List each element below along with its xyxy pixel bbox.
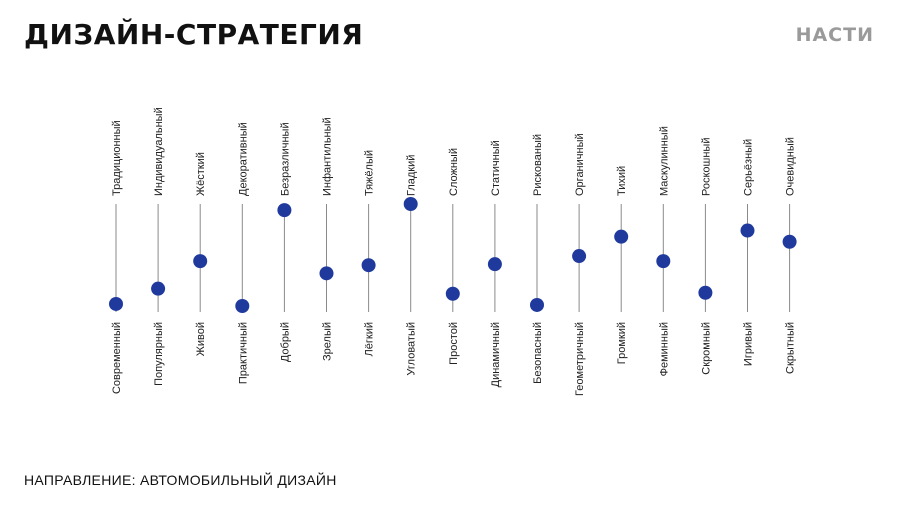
scale-marker	[151, 281, 166, 296]
scale-12: Тихий Громкий	[614, 166, 629, 364]
direction-caption: НАПРАВЛЕНИЕ: АВТОМОБИЛЬНЫЙ ДИЗАЙН	[24, 472, 337, 488]
scale-bottom-label: Добрый	[279, 322, 291, 362]
scale-marker	[403, 197, 418, 211]
scale-top-label: Тяжёлый	[364, 150, 376, 196]
scale-bottom-label: Динамичный	[490, 322, 502, 387]
scale-marker	[277, 203, 292, 218]
scale-bottom-label: Практичный	[237, 322, 249, 384]
scale-marker	[361, 258, 376, 273]
scale-marker	[109, 296, 123, 311]
scale-marker	[193, 254, 208, 269]
scale-bottom-label: Популярный	[153, 322, 165, 386]
scale-marker	[445, 286, 460, 301]
scale-1: Индивидуальный Популярный	[151, 107, 166, 386]
scale-bottom-label: Громкий	[616, 322, 628, 364]
scale-0: Традиционный Современный	[109, 120, 123, 394]
scale-top-label: Декоративный	[237, 122, 249, 196]
scale-bottom-label: Геометричный	[574, 322, 586, 396]
scale-top-label: Безразличный	[279, 122, 291, 196]
scale-top-label: Гладкий	[406, 155, 418, 196]
scale-bottom-label: Скрытный	[785, 322, 797, 374]
scale-top-label: Жёсткий	[195, 152, 207, 196]
scale-bottom-label: Лёгкий	[364, 322, 376, 356]
scale-bottom-label: Игривый	[743, 322, 755, 366]
scale-top-label: Тихий	[616, 166, 628, 196]
scale-bottom-label: Современный	[111, 322, 123, 394]
scale-top-label: Традиционный	[111, 120, 123, 196]
scale-13: Маскулинный Феминный	[656, 126, 671, 376]
scale-marker	[319, 266, 334, 281]
scale-bottom-label: Скромный	[700, 322, 712, 375]
scale-bottom-label: Угловатый	[406, 322, 418, 376]
scale-bottom-label: Простой	[448, 322, 460, 365]
scale-top-label: Сложный	[448, 148, 460, 196]
scale-top-label: Серьёзный	[743, 139, 755, 196]
scale-4: Безразличный Добрый	[277, 122, 292, 362]
scale-bottom-label: Безопасный	[532, 322, 544, 384]
scale-3: Декоративный Практичный	[235, 122, 250, 384]
scale-marker	[740, 223, 755, 238]
scale-marker	[572, 249, 587, 264]
scale-bottom-label: Живой	[195, 322, 207, 356]
scale-10: Рискованый Безопасный	[530, 134, 544, 384]
scale-5: Инфантильный Зрелый	[319, 117, 334, 361]
scale-15: Серьёзный Игривый	[740, 139, 755, 366]
scale-marker	[530, 297, 544, 312]
scale-marker	[614, 229, 629, 244]
scale-top-label: Маскулинный	[658, 126, 670, 196]
scale-16: Очевидный Скрытный	[782, 137, 797, 374]
scale-marker	[656, 254, 671, 269]
scale-bottom-label: Зрелый	[322, 322, 334, 361]
brand-logo: НАСТИ	[795, 24, 874, 46]
scale-marker	[698, 285, 713, 300]
scale-9: Статичный Динамичный	[487, 140, 502, 387]
scale-marker	[235, 299, 250, 313]
scale-top-label: Рискованый	[532, 134, 544, 196]
scale-marker	[487, 257, 502, 272]
scale-top-label: Инфантильный	[322, 117, 334, 196]
scale-top-label: Очевидный	[785, 137, 797, 196]
scale-8: Сложный Простой	[445, 148, 460, 365]
scale-11: Органичный Геометричный	[572, 133, 587, 396]
scale-marker	[782, 234, 797, 249]
scale-bottom-label: Феминный	[658, 322, 670, 376]
scale-2: Жёсткий Живой	[193, 152, 208, 356]
scale-top-label: Роскошный	[700, 138, 712, 196]
page-title: ДИЗАЙН-СТРАТЕГИЯ	[24, 18, 364, 51]
scale-6: Тяжёлый Лёгкий	[361, 150, 376, 356]
scale-top-label: Органичный	[574, 133, 586, 196]
scale-top-label: Индивидуальный	[153, 107, 165, 196]
scale-7: Гладкий Угловатый	[403, 155, 418, 376]
scale-top-label: Статичный	[490, 140, 502, 196]
scale-14: Роскошный Скромный	[698, 138, 713, 375]
